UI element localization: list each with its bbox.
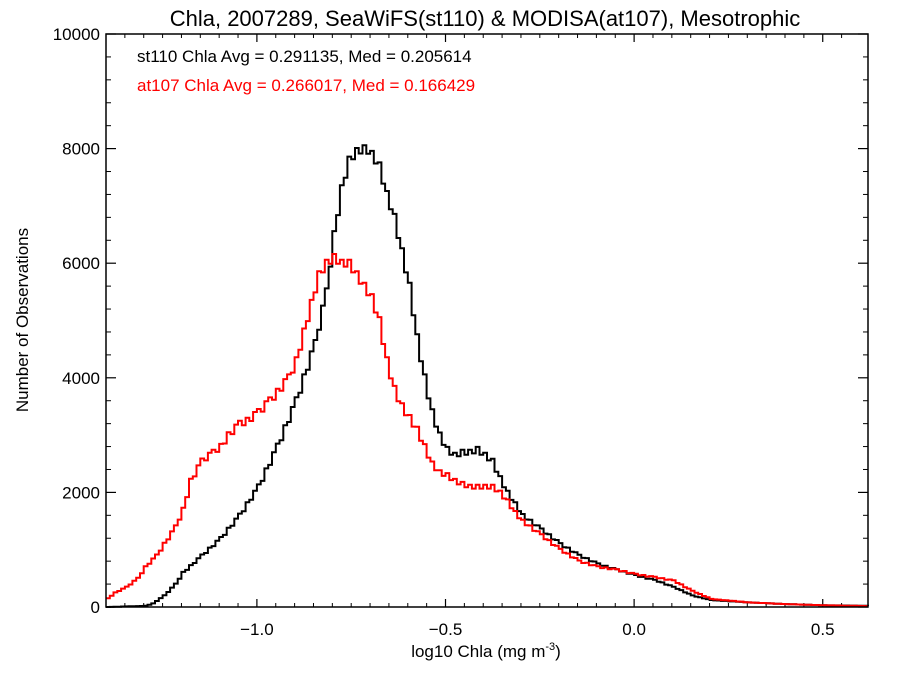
y-tick-label: 8000: [62, 140, 100, 159]
y-tick-label: 6000: [62, 254, 100, 273]
y-tick-label: 0: [91, 598, 100, 617]
x-tick-label: −1.0: [240, 620, 274, 639]
y-tick-label: 10000: [53, 25, 100, 44]
series-layer: [106, 144, 869, 608]
y-tick-label: 4000: [62, 369, 100, 388]
x-axis-label-superscript: -3: [545, 641, 555, 653]
x-axis-label: log10 Chla (mg m-3): [411, 641, 561, 661]
x-axis-label-base: log10 Chla (mg m: [411, 642, 545, 661]
series-line-0: [106, 144, 869, 608]
plot-frame: [105, 33, 869, 608]
stat-annotation-at107: at107 Chla Avg = 0.266017, Med = 0.16642…: [137, 76, 475, 95]
chart-title: Chla, 2007289, SeaWiFS(st110) & MODISA(a…: [170, 6, 801, 31]
series-line-1: [106, 253, 868, 608]
x-tick-label: 0.5: [811, 620, 835, 639]
stat-annotation-st110: st110 Chla Avg = 0.291135, Med = 0.20561…: [137, 47, 472, 66]
x-tick-label: −0.5: [429, 620, 463, 639]
x-axis-label-tail: ): [555, 642, 561, 661]
y-tick-label: 2000: [62, 483, 100, 502]
x-tick-label: 0.0: [622, 620, 646, 639]
y-axis-label: Number of Observations: [13, 228, 32, 412]
axis-ticks: −1.0 −0.5 0.0 0.5 0 2000 4000 6000 8000 10000: [53, 25, 868, 639]
